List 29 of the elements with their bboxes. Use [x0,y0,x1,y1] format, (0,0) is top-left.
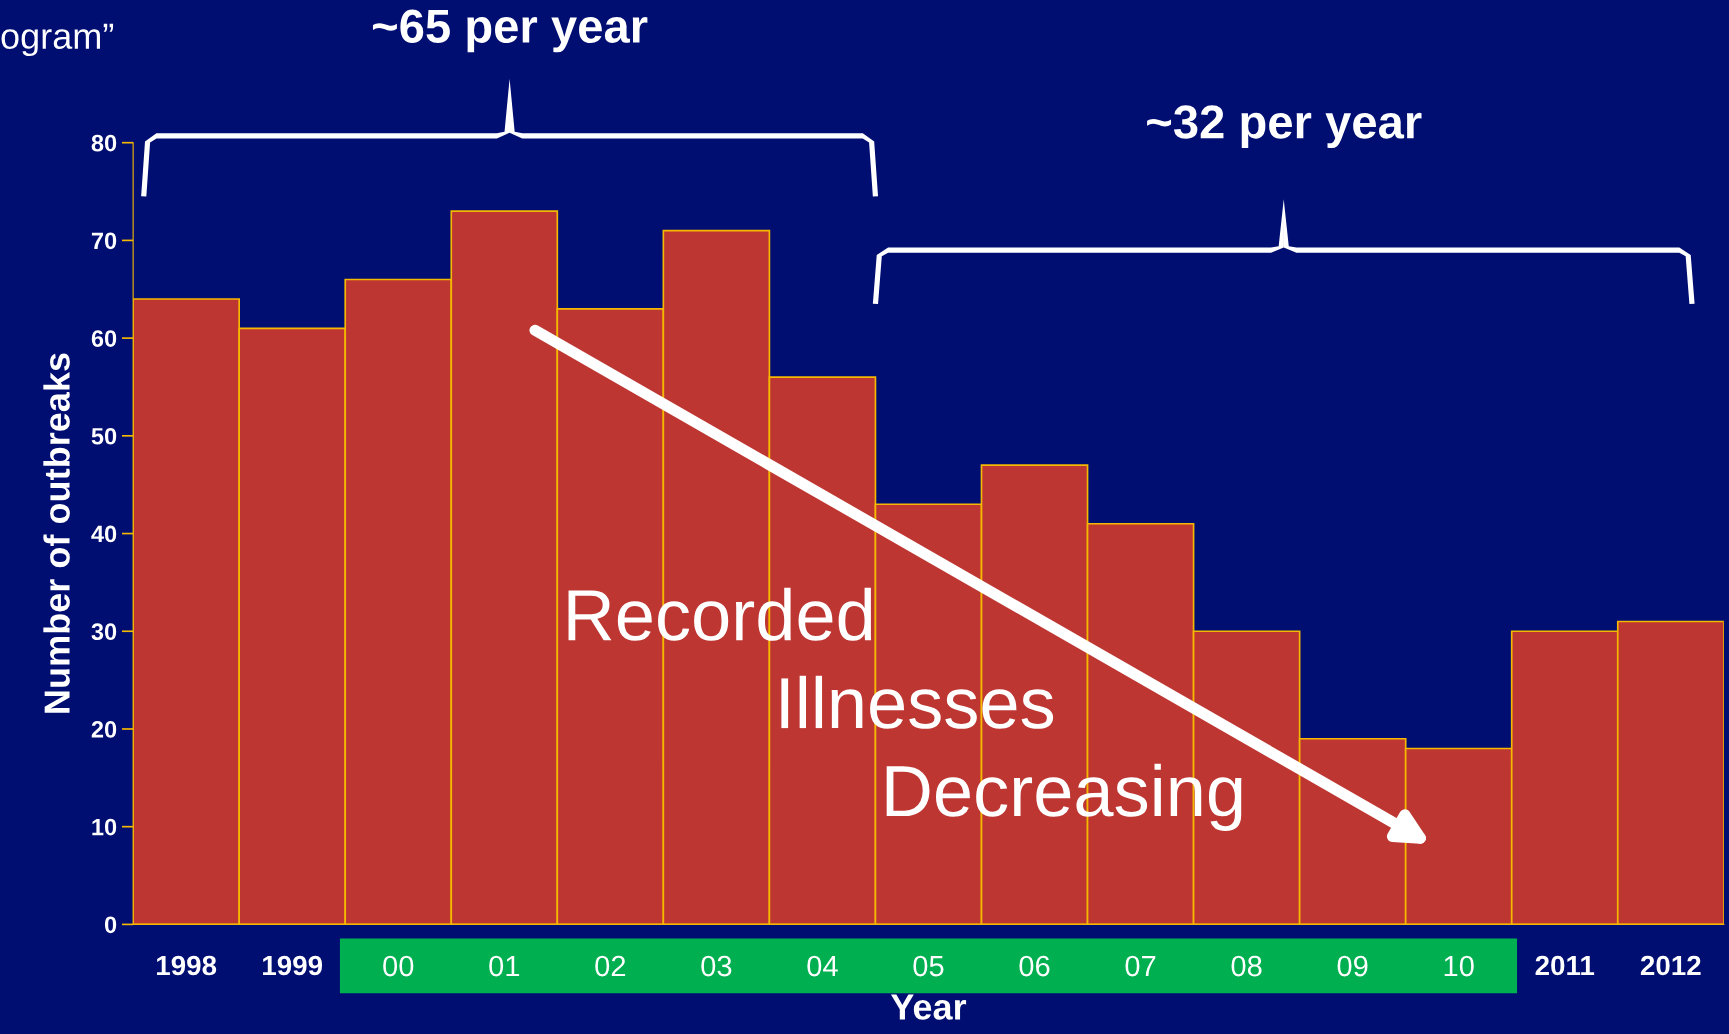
text: ogram” [1,23,114,57]
y-tick-label: 50 [91,427,117,445]
x-tick-label: 2011 [1535,955,1595,976]
x-tick-label: 07 [1125,955,1156,977]
y-tick-label: 20 [91,721,117,738]
x-tick-label: 1999 [263,955,323,976]
annotation: ~32 per year [1147,105,1422,149]
x-tick-label: 00 [383,955,414,977]
y-tick-label: 40 [91,525,117,543]
y-axis-title: Number of outbreaks [43,353,70,713]
x-tick-label: 03 [701,955,732,977]
y-tick-label: 80 [91,134,117,152]
x-tick-label: 02 [595,955,626,977]
x-tick-label: 04 [807,955,838,977]
x-tick-label: 05 [913,955,944,977]
x-tick-label: 09 [1337,955,1368,977]
x-tick-label: 10 [1444,955,1474,977]
y-tick-label: 70 [91,232,117,250]
x-tick-label: 06 [1019,955,1050,977]
x-axis-title: Year [890,994,967,1020]
text: ~65 per year [372,9,648,53]
y-tick-label: 10 [92,818,117,836]
y-tick-label: 0 [104,916,117,934]
x-tick-label: 08 [1231,955,1262,977]
x-tick-label: 2012 [1640,955,1701,976]
x-tick-label: 1998 [157,955,217,976]
y-tick-label: 60 [91,330,117,347]
y-tick-label: 30 [91,623,117,641]
x-tick-label: 01 [489,955,520,977]
